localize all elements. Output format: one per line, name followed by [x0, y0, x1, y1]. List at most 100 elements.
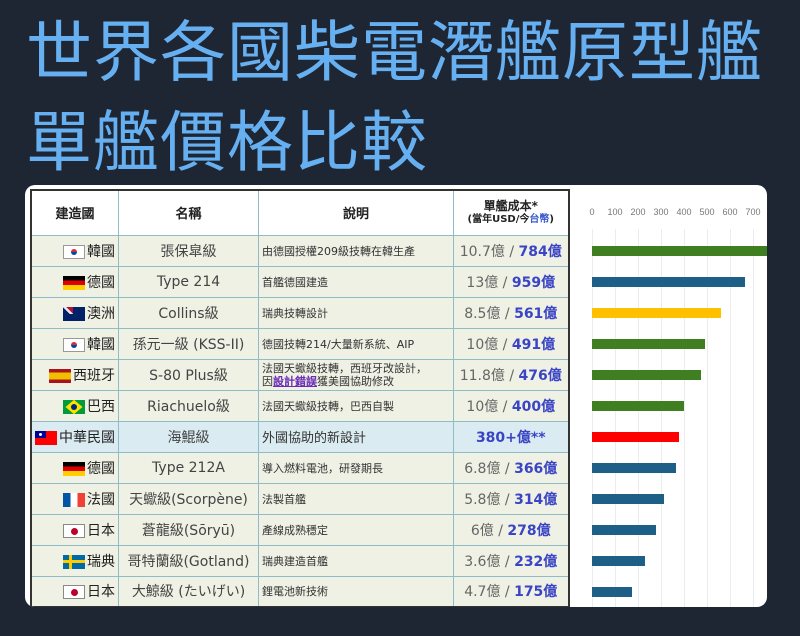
country-label: 中華民國 [59, 429, 115, 446]
cost-twd: 959億 [511, 274, 556, 291]
cell-country: 韓國 [30, 234, 119, 267]
country-label: 韓國 [87, 243, 115, 260]
cost-usd: 6億 / [470, 522, 508, 539]
cell-desc: 首艦德國建造 [258, 265, 454, 298]
cell-country: 韓國 [30, 327, 119, 360]
cost-usd: 8.5億 / [464, 305, 515, 322]
chart-bar [592, 401, 684, 411]
cost-twd: 380+億** [475, 429, 546, 446]
cost-twd: 476億 [518, 367, 562, 384]
gridline [707, 229, 708, 607]
cost-bar-chart: 0100200300400500600700800 [563, 185, 767, 607]
country-label: 德國 [87, 460, 115, 477]
cell-country: 日本 [30, 513, 119, 546]
chart-bar [592, 339, 705, 349]
cost-usd: 10.7億 / [459, 243, 519, 260]
header-cost-sub-suffix: ) [549, 213, 554, 225]
x-tick-label: 300 [653, 207, 669, 217]
cell-cost: 380+億** [453, 420, 569, 453]
table-row: 德國 Type 212A 導入燃料電池，研發期長 6.8億 / 366億 [30, 451, 569, 484]
cell-name: 大鯨級 (たいげい) [118, 575, 259, 607]
chart-bar [592, 494, 665, 504]
cell-cost: 11.8億 / 476億 [453, 358, 569, 391]
cost-usd: 6.8億 / [464, 460, 515, 477]
cell-name: 張保皐級 [118, 234, 259, 267]
table-row: 瑞典 哥特蘭級(Gotland) 瑞典建造首艦 3.6億 / 232億 [30, 544, 569, 577]
cell-country: 德國 [30, 265, 119, 298]
chart-bar [592, 525, 656, 535]
x-tick-label: 0 [589, 207, 595, 217]
gridline [730, 229, 731, 607]
cell-cost: 4.7億 / 175億 [453, 575, 569, 607]
country-label: 瑞典 [87, 553, 115, 570]
cost-twd: 491億 [511, 336, 556, 353]
page-title-line-2: 單艦價格比較 [26, 104, 428, 181]
cell-name: 哥特蘭級(Gotland) [118, 544, 259, 577]
comparison-card: 建造國 名稱 說明 單艦成本* (當年USD/今台幣) 韓國 張保皐級 由德國授權2… [25, 185, 767, 607]
cell-desc: 外國協助的新設計 [258, 420, 454, 453]
cost-twd: 400億 [511, 398, 556, 415]
header-desc: 說明 [258, 189, 454, 236]
cell-country: 中華民國 [30, 420, 119, 453]
cell-cost: 10億 / 400億 [453, 389, 569, 422]
cell-cost: 8.5億 / 561億 [453, 296, 569, 329]
header-name: 名稱 [118, 189, 259, 236]
table-row: 德國 Type 214 首艦德國建造 13億 / 959億 [30, 265, 569, 298]
table-row: 日本 蒼龍級(Sōryū) 產線成熟穩定 6億 / 278億 [30, 513, 569, 546]
x-axis-labels: 0100200300400500600700800 [563, 207, 767, 221]
desc-text: 因 [262, 374, 273, 388]
header-cost-sub-twd: 台幣 [529, 213, 550, 225]
cost-twd: 561億 [514, 305, 558, 322]
table-header-row: 建造國 名稱 說明 單艦成本* (當年USD/今台幣) [30, 189, 569, 236]
cell-cost: 13億 / 959億 [453, 265, 569, 298]
cell-desc: 瑞典技轉設計 [258, 296, 454, 329]
cell-name: Type 212A [118, 451, 259, 484]
cost-usd: 13億 / [466, 274, 512, 291]
cell-desc: 產線成熟穩定 [258, 513, 454, 546]
flag-br-icon [63, 399, 85, 414]
flag-de-icon [63, 275, 85, 290]
x-tick-label: 200 [630, 207, 646, 217]
header-country: 建造國 [30, 189, 119, 236]
cell-name: 孫元一級 (KSS-II) [118, 327, 259, 360]
cell-cost: 3.6億 / 232億 [453, 544, 569, 577]
country-label: 法國 [87, 491, 115, 508]
cell-cost: 10.7億 / 784億 [453, 234, 569, 267]
cell-name: 蒼龍級(Sōryū) [118, 513, 259, 546]
desc-emphasis-link[interactable]: 設計錯誤 [273, 374, 317, 388]
country-label: 西班牙 [73, 367, 115, 384]
cost-usd: 10億 / [466, 398, 512, 415]
flag-es-icon [49, 368, 71, 383]
flag-jp-icon [63, 523, 85, 538]
cell-country: 德國 [30, 451, 119, 484]
country-label: 巴西 [87, 398, 115, 415]
flag-se-icon [63, 554, 85, 569]
gridline [615, 229, 616, 607]
chart-bar [592, 277, 745, 287]
cost-table: 建造國 名稱 說明 單艦成本* (當年USD/今台幣) 韓國 張保皐級 由德國授權2… [30, 189, 570, 607]
cell-cost: 6.8億 / 366億 [453, 451, 569, 484]
cell-desc: 瑞典建造首艦 [258, 544, 454, 577]
chart-bar [592, 463, 677, 473]
cell-country: 法國 [30, 482, 119, 515]
gridline [753, 229, 754, 607]
cost-usd: 3.6億 / [464, 553, 515, 570]
cell-cost: 6億 / 278億 [453, 513, 569, 546]
cell-country: 日本 [30, 575, 119, 607]
x-tick-label: 700 [745, 207, 761, 217]
cell-name: Collins級 [118, 296, 259, 329]
cost-usd: 4.7億 / [464, 584, 515, 601]
gridline [592, 229, 593, 607]
cell-country: 瑞典 [30, 544, 119, 577]
chart-bar [592, 370, 702, 380]
gridline [684, 229, 685, 607]
header-cost-main: 單艦成本* [483, 199, 538, 214]
header-cost: 單艦成本* (當年USD/今台幣) [453, 189, 569, 236]
cost-twd: 232億 [514, 553, 558, 570]
chart-bar [592, 556, 646, 566]
table-row: 西班牙 S-80 Plus級 法國天蠍級技轉，西班牙改設計， 因設計錯誤獲美國協助修改… [30, 358, 569, 391]
header-cost-sub-prefix: (當年USD/今 [467, 213, 530, 225]
cell-desc: 法國天蠍級技轉，西班牙改設計， 因設計錯誤獲美國協助修改 [258, 358, 454, 391]
table-row: 法國 天蠍級(Scorpène) 法製首艦 5.8億 / 314億 [30, 482, 569, 515]
cell-country: 澳洲 [30, 296, 119, 329]
